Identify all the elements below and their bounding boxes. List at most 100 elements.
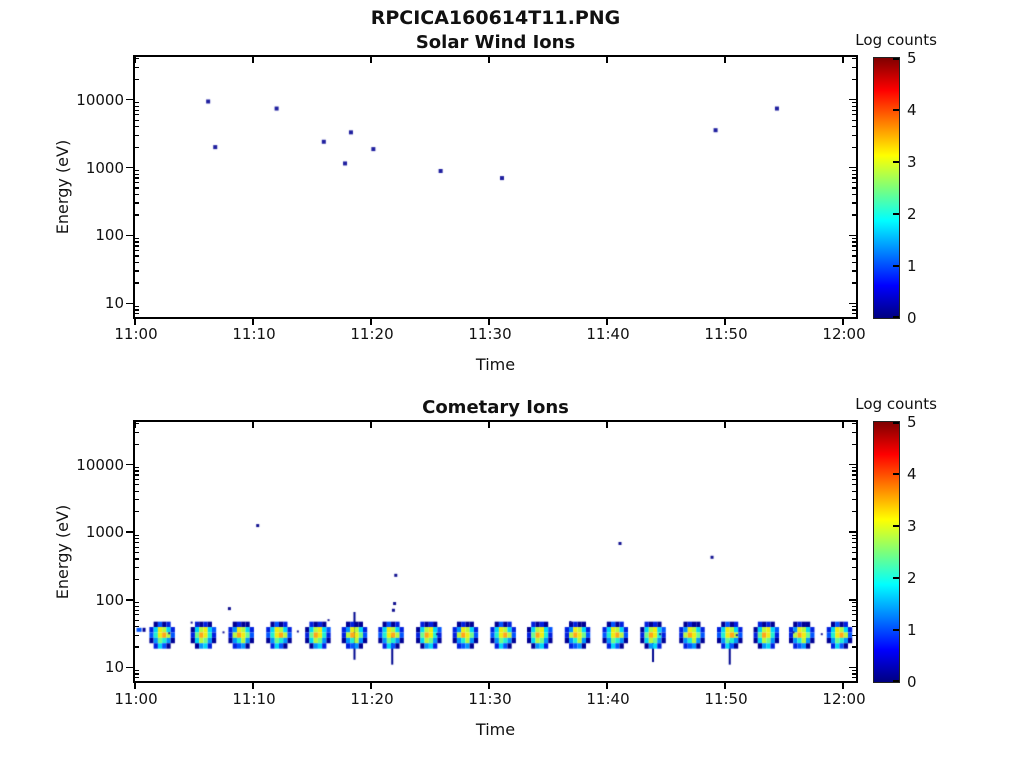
y-minor-tick-left <box>135 511 139 513</box>
y-minor-tick-right <box>852 146 856 148</box>
y-minor-tick-left <box>135 134 139 136</box>
y-minor-tick-right <box>852 558 856 560</box>
y-minor-tick-right <box>852 626 856 628</box>
colorbar-tick <box>893 265 899 267</box>
y-minor-tick-right <box>852 474 856 476</box>
y-minor-tick-right <box>852 490 856 492</box>
y-minor-tick-left <box>135 102 139 104</box>
colorbar-tick-label: 0 <box>907 673 917 691</box>
y-minor-tick-left <box>135 619 139 621</box>
y-minor-tick-left <box>135 309 139 311</box>
y-minor-tick-right <box>852 193 856 196</box>
x-axis-label-cometary: Time <box>475 720 516 739</box>
y-minor-tick-left <box>135 305 139 308</box>
x-major-tick-top <box>488 57 490 63</box>
colorbar-tick-label: 5 <box>907 413 917 431</box>
y-minor-tick-left <box>135 193 139 196</box>
y-minor-tick-right <box>852 309 856 311</box>
x-major-tick-bottom <box>134 683 136 689</box>
x-tick-label: 11:50 <box>704 325 748 343</box>
y-minor-tick-left <box>135 609 139 611</box>
y-major-tick-right <box>849 666 856 669</box>
y-minor-tick-left <box>135 58 139 60</box>
figure-title: RPCICA160614T11.PNG <box>370 7 621 29</box>
y-major-tick-left <box>126 531 133 533</box>
y-minor-tick-left <box>135 443 139 445</box>
y-minor-tick-left <box>135 270 139 272</box>
y-minor-tick-right <box>852 177 856 179</box>
y-major-tick-left <box>126 166 133 169</box>
solar-wind-scatter-canvas <box>135 57 856 317</box>
colorbar-tick-label: 2 <box>907 569 917 587</box>
y-minor-tick-right <box>852 105 856 107</box>
y-major-tick-right <box>849 98 856 101</box>
y-major-tick-left <box>126 302 133 305</box>
y-minor-tick-right <box>852 170 856 172</box>
y-minor-tick-left <box>135 255 139 257</box>
cometary-panel: Cometary Ions Energy (eV) Time 11:00 11:1… <box>53 397 866 739</box>
y-minor-tick-right <box>852 119 856 121</box>
y-minor-tick-left <box>135 187 139 189</box>
y-major-tick-left <box>126 98 133 101</box>
colorbar-tick <box>893 109 899 111</box>
y-minor-tick-right <box>852 542 856 544</box>
y-minor-tick-right <box>852 78 856 80</box>
y-minor-tick-left <box>135 546 139 548</box>
x-major-tick-bottom <box>134 319 136 325</box>
x-major-tick-bottom <box>842 319 844 325</box>
y-tick-label: 10 <box>104 294 124 313</box>
y-minor-tick-left <box>135 478 139 481</box>
cometary-spectrogram-canvas <box>135 422 856 681</box>
y-minor-tick-right <box>852 241 856 243</box>
y-minor-tick-left <box>135 431 139 433</box>
x-major-tick-top <box>842 422 844 428</box>
y-minor-tick-left <box>135 313 139 315</box>
y-minor-tick-left <box>135 282 139 284</box>
y-minor-tick-right <box>852 602 856 604</box>
x-tick-label: 12:00 <box>822 690 866 708</box>
y-tick-label: 10 <box>104 658 124 677</box>
y-tick-label: 100 <box>95 226 124 245</box>
cometary-panel-title: Cometary Ions <box>422 397 569 418</box>
x-tick-label: 11:30 <box>468 325 512 343</box>
y-minor-tick-right <box>852 605 856 607</box>
y-minor-tick-right <box>852 431 856 433</box>
y-minor-tick-left <box>135 551 139 554</box>
y-minor-tick-left <box>135 202 139 204</box>
x-tick-label: 11:40 <box>586 325 630 343</box>
y-minor-tick-right <box>852 109 856 111</box>
y-minor-tick-right <box>852 614 856 616</box>
y-minor-tick-right <box>852 114 856 116</box>
x-tick-label: 11:20 <box>350 325 394 343</box>
y-minor-tick-left <box>135 237 139 240</box>
y-minor-tick-left <box>135 182 139 184</box>
y-minor-tick-left <box>135 173 139 175</box>
x-major-tick-top <box>724 57 726 63</box>
x-major-tick-bottom <box>724 683 726 689</box>
y-minor-tick-left <box>135 484 139 486</box>
x-major-tick-top <box>370 57 372 63</box>
colorbar-tick-label: 1 <box>907 621 917 639</box>
y-tick-label: 10000 <box>76 455 124 474</box>
colorbar-tick-label: 0 <box>907 309 917 327</box>
x-major-tick-bottom <box>606 319 608 325</box>
colorbar-tick <box>893 58 899 60</box>
y-minor-tick-right <box>852 182 856 184</box>
x-axis-label-solar-wind: Time <box>475 355 516 374</box>
y-minor-tick-right <box>852 551 856 554</box>
y-minor-tick-right <box>852 255 856 257</box>
x-major-tick-top <box>134 57 136 63</box>
y-minor-tick-right <box>852 673 856 675</box>
x-tick-label: 11:10 <box>232 325 276 343</box>
y-minor-tick-right <box>852 546 856 548</box>
y-minor-tick-left <box>135 170 139 172</box>
y-minor-tick-left <box>135 669 139 672</box>
y-minor-tick-left <box>135 490 139 492</box>
y-minor-tick-left <box>135 605 139 607</box>
x-major-tick-top <box>370 422 372 428</box>
y-minor-tick-left <box>135 499 139 501</box>
y-minor-tick-right <box>852 619 856 621</box>
y-major-tick-right <box>849 166 856 169</box>
y-minor-tick-right <box>852 237 856 240</box>
colorbar-tick <box>893 525 899 527</box>
